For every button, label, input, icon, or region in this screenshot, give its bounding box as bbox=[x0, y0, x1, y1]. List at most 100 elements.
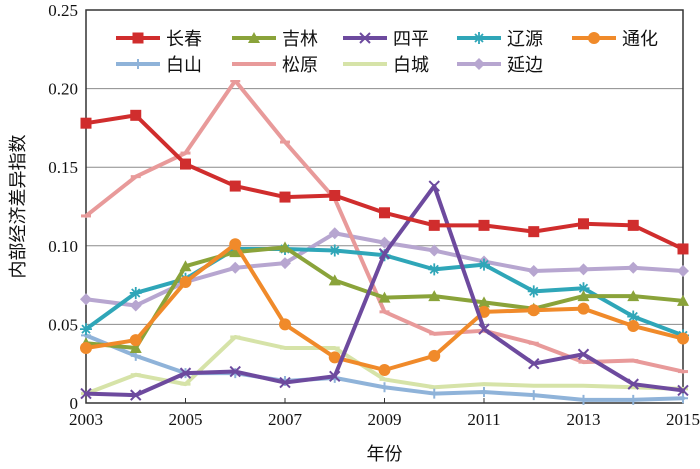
series-1 bbox=[80, 109, 689, 255]
data-point bbox=[229, 180, 241, 192]
series-5 bbox=[80, 238, 689, 376]
y-axis-label: 内部经济差异指数 bbox=[8, 135, 29, 279]
data-point bbox=[428, 290, 441, 302]
data-point bbox=[627, 319, 640, 332]
series-2 bbox=[80, 241, 689, 353]
legend-item: 白城 bbox=[343, 55, 429, 76]
data-point bbox=[129, 341, 142, 353]
data-point bbox=[328, 244, 341, 257]
data-point bbox=[528, 357, 540, 370]
series-line bbox=[84, 78, 685, 374]
data-point bbox=[80, 323, 92, 336]
data-point bbox=[279, 318, 291, 331]
data-point bbox=[133, 59, 143, 69]
legend-label: 通化 bbox=[622, 29, 658, 50]
legend-item: 四平 bbox=[343, 29, 429, 50]
data-point bbox=[478, 219, 490, 231]
data-point bbox=[229, 261, 242, 274]
data-point bbox=[248, 32, 260, 43]
y-tick-label: 0.10 bbox=[48, 237, 78, 256]
data-point bbox=[359, 32, 371, 44]
x-tick-label: 2009 bbox=[368, 410, 402, 429]
data-point bbox=[677, 264, 689, 277]
data-point bbox=[478, 323, 490, 335]
data-point bbox=[378, 363, 391, 376]
data-point bbox=[428, 263, 441, 276]
data-point bbox=[379, 207, 390, 219]
data-point bbox=[279, 191, 291, 203]
data-point bbox=[627, 261, 640, 274]
data-point bbox=[479, 386, 489, 397]
data-point bbox=[129, 299, 142, 312]
legend-label: 辽源 bbox=[507, 29, 543, 50]
data-point bbox=[132, 32, 144, 44]
data-point bbox=[428, 180, 440, 192]
data-point bbox=[627, 290, 640, 302]
legend-label: 吉林 bbox=[282, 29, 318, 50]
data-point bbox=[379, 382, 390, 393]
data-point bbox=[428, 349, 441, 362]
data-point bbox=[329, 370, 341, 382]
data-point bbox=[229, 238, 242, 251]
legend-item: 长春 bbox=[116, 29, 202, 50]
y-tick-label: 0.15 bbox=[48, 158, 78, 177]
data-point bbox=[428, 219, 440, 231]
legend-item: 辽源 bbox=[457, 29, 543, 50]
series-line bbox=[84, 113, 685, 251]
x-axis-label: 年份 bbox=[367, 444, 403, 465]
data-point bbox=[677, 332, 689, 345]
y-tick-label: 0.05 bbox=[48, 315, 78, 334]
data-point bbox=[473, 58, 485, 70]
data-point bbox=[428, 244, 441, 257]
x-tick-label: 2011 bbox=[467, 410, 500, 429]
legend-label: 延边 bbox=[507, 55, 543, 76]
legend-label: 长春 bbox=[166, 29, 202, 50]
legend-item: 延边 bbox=[457, 55, 543, 76]
data-point bbox=[229, 246, 242, 258]
data-point bbox=[179, 275, 192, 288]
data-point bbox=[677, 294, 689, 306]
data-point bbox=[329, 189, 341, 201]
data-point bbox=[628, 394, 639, 405]
data-point bbox=[328, 351, 341, 364]
data-point bbox=[588, 32, 600, 44]
data-point bbox=[378, 236, 391, 249]
data-point bbox=[473, 32, 485, 44]
data-point bbox=[577, 263, 590, 276]
data-point bbox=[279, 257, 291, 270]
data-point bbox=[478, 258, 490, 271]
data-point bbox=[528, 390, 539, 401]
data-point bbox=[80, 117, 92, 129]
data-point bbox=[378, 247, 391, 260]
legend-label: 松原 bbox=[282, 55, 318, 76]
data-point bbox=[279, 241, 291, 253]
x-tick-label: 2013 bbox=[567, 410, 601, 429]
y-tick-label: 0.25 bbox=[48, 1, 78, 20]
data-point bbox=[578, 394, 589, 405]
data-point bbox=[328, 227, 341, 240]
legend-label: 白城 bbox=[393, 55, 429, 76]
x-tick-label: 2015 bbox=[666, 410, 700, 429]
legend-label: 白山 bbox=[166, 55, 202, 76]
data-point bbox=[528, 226, 540, 238]
data-point bbox=[129, 286, 142, 299]
y-tick-label: 0.20 bbox=[48, 80, 78, 99]
data-point bbox=[577, 290, 590, 302]
legend-item: 通化 bbox=[572, 29, 658, 50]
gridlines bbox=[86, 88, 683, 325]
x-tick-label: 2005 bbox=[169, 410, 203, 429]
data-point bbox=[677, 384, 689, 397]
y-tick-label: 0 bbox=[70, 394, 79, 413]
data-point bbox=[179, 367, 192, 379]
data-point bbox=[678, 393, 688, 404]
data-point bbox=[279, 376, 291, 389]
data-point bbox=[578, 218, 589, 230]
data-point bbox=[577, 282, 590, 295]
data-point bbox=[130, 109, 142, 121]
legend-label: 四平 bbox=[393, 29, 429, 50]
data-point bbox=[527, 264, 540, 277]
data-point bbox=[130, 389, 142, 401]
data-point bbox=[229, 365, 241, 378]
y-axis-ticks: 0 0.05 0.10 0.15 0.20 0.25 bbox=[48, 1, 78, 413]
